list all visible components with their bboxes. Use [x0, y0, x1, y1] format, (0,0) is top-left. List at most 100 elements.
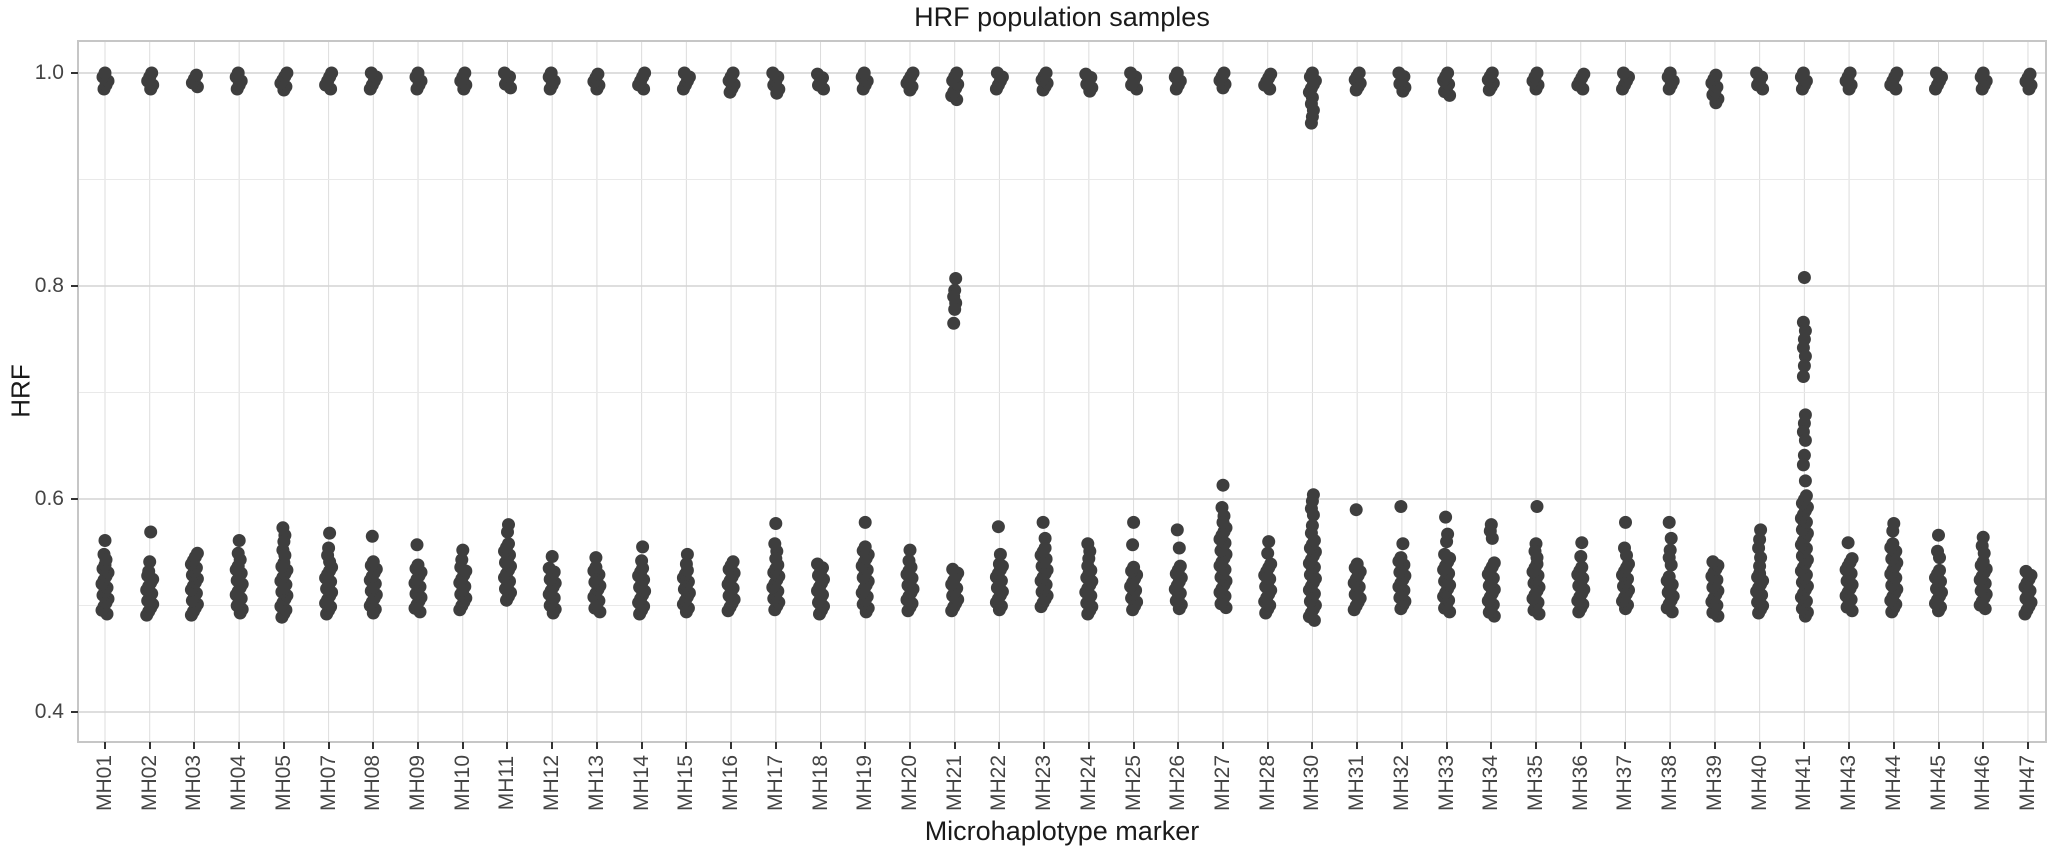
- x-tick-label-MH46: MH46: [1971, 754, 1995, 812]
- data-point-outlier: [992, 557, 1006, 571]
- x-tick-label-MH05: MH05: [271, 754, 295, 812]
- data-point: [1886, 537, 1900, 551]
- data-point-outlier: [1619, 515, 1632, 529]
- data-point: [1663, 66, 1677, 80]
- data-point: [1217, 66, 1231, 80]
- x-tick-label-MH22: MH22: [987, 754, 1011, 812]
- data-point: [638, 66, 652, 80]
- x-tick-label-MH01: MH01: [93, 754, 116, 812]
- data-points-MH39: [1705, 68, 1725, 623]
- data-point-outlier: [1304, 526, 1318, 540]
- data-points-MH19: [855, 66, 875, 619]
- data-points-MH32: [1392, 66, 1412, 616]
- data-point: [677, 66, 691, 80]
- x-tick-mark: [372, 742, 375, 749]
- data-point-outlier: [902, 554, 916, 568]
- x-tick-label-MH34: MH34: [1479, 754, 1503, 812]
- data-point-outlier: [1081, 559, 1095, 573]
- data-point: [591, 67, 605, 81]
- x-tick-label-MH26: MH26: [1166, 754, 1190, 812]
- x-tick-label-MH03: MH03: [182, 754, 206, 812]
- data-points-MH14: [632, 66, 652, 621]
- data-points-MH23: [1034, 66, 1054, 614]
- data-point-outlier: [1127, 515, 1141, 529]
- data-point-outlier: [1841, 536, 1855, 550]
- x-tick-label-MH11: MH11: [495, 755, 519, 811]
- data-point-outlier: [636, 540, 650, 554]
- y-tick-mark: [71, 72, 78, 74]
- data-point: [1933, 563, 1946, 577]
- x-tick-label-MH41: MH41: [1792, 754, 1816, 812]
- data-point: [1485, 66, 1499, 80]
- x-tick-mark: [1445, 742, 1448, 749]
- x-tick-label-MH43: MH43: [1837, 754, 1861, 812]
- data-point: [1750, 66, 1764, 80]
- data-point-outlier: [858, 515, 872, 529]
- x-tick-label-MH31: MH31: [1345, 754, 1369, 812]
- data-point-outlier: [1216, 478, 1230, 492]
- data-point: [1930, 66, 1943, 80]
- y-tick-mark: [71, 498, 78, 500]
- data-points-MH37: [1616, 66, 1635, 616]
- data-points-MH08: [363, 66, 383, 620]
- data-points-MH17: [766, 66, 786, 617]
- data-point-outlier: [991, 520, 1005, 534]
- data-point-outlier: [1530, 551, 1544, 565]
- data-point-outlier: [1797, 271, 1811, 284]
- data-point: [1079, 67, 1093, 81]
- data-point-outlier: [1036, 515, 1050, 529]
- x-tick-label-MH21: MH21: [942, 754, 966, 812]
- data-point-outlier: [1620, 548, 1633, 562]
- data-point-outlier: [323, 526, 337, 540]
- data-point: [411, 558, 425, 572]
- data-point: [231, 66, 245, 80]
- data-point-outlier: [1440, 535, 1454, 549]
- data-points-MH45: [1929, 66, 1948, 618]
- x-tick-label-MH33: MH33: [1434, 754, 1458, 812]
- data-points-MH16: [721, 66, 741, 618]
- x-tick-mark: [730, 742, 733, 749]
- data-point: [1487, 556, 1501, 570]
- data-point-outlier: [679, 557, 693, 571]
- x-tick-mark: [193, 742, 196, 749]
- x-tick-label-MH14: MH14: [629, 754, 653, 812]
- data-points-MH11: [498, 66, 517, 607]
- data-point-outlier: [1126, 538, 1140, 552]
- x-tick-mark: [1535, 742, 1538, 749]
- data-point: [950, 66, 964, 80]
- data-point-outlier: [1753, 559, 1767, 573]
- x-tick-mark: [1892, 742, 1895, 749]
- data-point-outlier: [1574, 550, 1588, 563]
- data-points-MH25: [1124, 66, 1144, 617]
- data-point-outlier: [1172, 541, 1186, 555]
- data-point: [1709, 68, 1723, 82]
- x-tick-label-MH13: MH13: [584, 754, 608, 812]
- x-tick-mark: [908, 742, 911, 749]
- data-point: [1845, 552, 1859, 566]
- data-point: [189, 68, 203, 82]
- data-point: [1264, 557, 1278, 571]
- data-point-outlier: [635, 554, 649, 568]
- data-point-outlier: [1485, 531, 1499, 545]
- data-point: [589, 560, 603, 574]
- data-point: [98, 66, 112, 80]
- data-points-MH21: [945, 66, 965, 618]
- x-tick-label-MH09: MH09: [406, 754, 430, 812]
- data-point: [2019, 564, 2033, 578]
- data-point: [325, 66, 339, 80]
- x-tick-label-MH39: MH39: [1702, 754, 1726, 812]
- data-points-MH04: [229, 66, 249, 620]
- x-tick-mark: [998, 742, 1001, 749]
- x-tick-label-MH08: MH08: [361, 754, 385, 812]
- data-point: [1843, 66, 1857, 80]
- x-tick-label-MH35: MH35: [1524, 754, 1548, 812]
- data-points-MH09: [408, 66, 428, 619]
- y-tick-label-0.6: 0.6: [34, 487, 64, 510]
- data-point-outlier: [947, 316, 961, 330]
- data-point: [280, 66, 294, 80]
- x-tick-mark: [1669, 742, 1672, 749]
- x-axis-title: Microhaplotype marker: [924, 816, 1200, 846]
- data-point: [1124, 66, 1138, 80]
- x-tick-label-MH02: MH02: [137, 754, 161, 812]
- x-tick-mark: [104, 742, 106, 749]
